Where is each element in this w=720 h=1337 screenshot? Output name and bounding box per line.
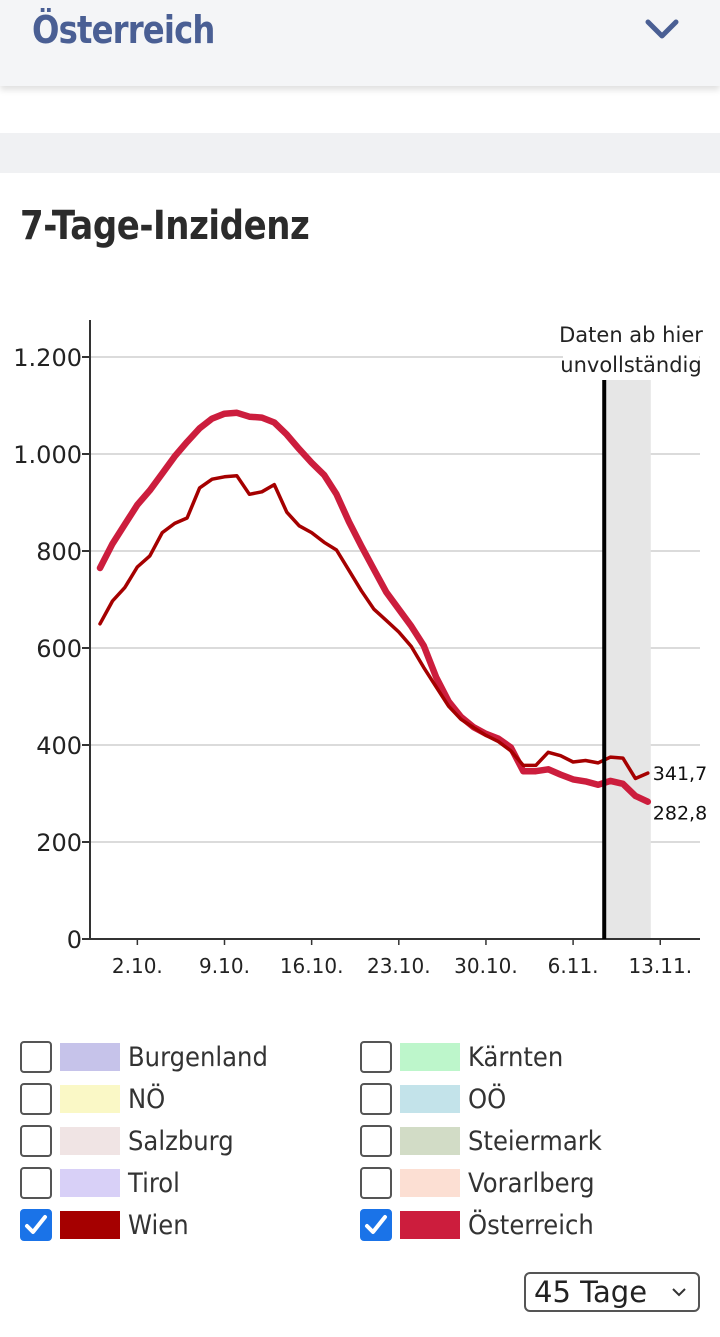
x-tick-label: 23.10. bbox=[367, 954, 431, 978]
annotation-line-2: unvollständig bbox=[560, 353, 701, 377]
legend-item-noe[interactable]: NÖ bbox=[20, 1078, 169, 1120]
chevron-down-icon bbox=[672, 1288, 686, 1297]
legend-label: NÖ bbox=[128, 1083, 166, 1115]
y-axis-labels: 0 200 400 600 800 1.000 1.200 bbox=[13, 344, 90, 954]
grid-lines bbox=[90, 356, 700, 843]
series-line-österreich bbox=[96, 409, 652, 805]
checkbox[interactable] bbox=[20, 1083, 52, 1115]
x-tick-label: 16.10. bbox=[280, 954, 344, 978]
checkbox[interactable] bbox=[20, 1209, 52, 1241]
legend-item-oesterreich[interactable]: Österreich bbox=[360, 1204, 608, 1246]
y-tick-label: 1.000 bbox=[13, 441, 82, 469]
color-swatch bbox=[60, 1169, 120, 1197]
chart-heading: 7-Tage-Inzidenz bbox=[20, 203, 310, 249]
x-tick-label: 2.10. bbox=[112, 954, 163, 978]
legend-item-vorarlberg[interactable]: Vorarlberg bbox=[360, 1162, 609, 1204]
checkbox[interactable] bbox=[20, 1125, 52, 1157]
legend-item-tirol[interactable]: Tirol bbox=[20, 1162, 186, 1204]
y-tick-label: 0 bbox=[67, 926, 82, 954]
checkbox[interactable] bbox=[360, 1041, 392, 1073]
region-title: Österreich bbox=[32, 8, 215, 52]
color-swatch bbox=[60, 1043, 120, 1071]
legend-label: Österreich bbox=[468, 1209, 594, 1241]
y-tick-label: 800 bbox=[36, 538, 82, 566]
legend-label: OÖ bbox=[468, 1083, 507, 1115]
annotation-box bbox=[563, 318, 699, 380]
incidence-chart: 0 200 400 600 800 1.000 1.200 2.10. 9.10. 16.10.… bbox=[13, 318, 707, 978]
checkbox[interactable] bbox=[360, 1083, 392, 1115]
checkbox[interactable] bbox=[20, 1167, 52, 1199]
chevron-down-icon[interactable] bbox=[642, 14, 682, 46]
checkbox[interactable] bbox=[20, 1041, 52, 1073]
annotation-line-1: Daten ab hier bbox=[559, 323, 703, 347]
checkbox[interactable] bbox=[360, 1167, 392, 1199]
legend-label: Vorarlberg bbox=[468, 1167, 595, 1199]
legend-item-wien[interactable]: Wien bbox=[20, 1204, 195, 1246]
checkmark-icon bbox=[365, 1215, 387, 1234]
color-swatch bbox=[400, 1127, 460, 1155]
checkbox[interactable] bbox=[360, 1209, 392, 1241]
legend-item-kaernten[interactable]: Kärnten bbox=[360, 1036, 574, 1078]
legend-item-ooe[interactable]: OÖ bbox=[360, 1078, 511, 1120]
y-tick-label: 200 bbox=[36, 829, 82, 857]
y-tick-label: 1.200 bbox=[13, 344, 82, 372]
legend-label: Tirol bbox=[128, 1167, 180, 1199]
time-range-select[interactable]: 45 Tage bbox=[524, 1272, 700, 1312]
x-tick-label: 30.10. bbox=[454, 954, 518, 978]
checkmark-icon bbox=[25, 1215, 47, 1234]
time-range-value: 45 Tage bbox=[534, 1275, 648, 1309]
x-axis-labels: 2.10. 9.10. 16.10. 23.10. 30.10. 6.11. 13.11. bbox=[112, 939, 692, 978]
legend-item-salzburg[interactable]: Salzburg bbox=[20, 1120, 245, 1162]
color-swatch bbox=[60, 1085, 120, 1113]
y-tick-label: 600 bbox=[36, 635, 82, 663]
legend-label: Wien bbox=[128, 1209, 189, 1241]
legend-label: Salzburg bbox=[128, 1125, 234, 1157]
x-tick-label: 13.11. bbox=[628, 954, 692, 978]
color-swatch bbox=[400, 1169, 460, 1197]
legend-label: Burgenland bbox=[128, 1041, 268, 1073]
region-selector[interactable]: Österreich bbox=[0, 0, 720, 86]
color-swatch bbox=[60, 1127, 120, 1155]
end-labels: 282,8 341,7 bbox=[653, 763, 707, 825]
x-tick-label: 9.10. bbox=[199, 954, 250, 978]
color-swatch bbox=[400, 1043, 460, 1071]
checkbox[interactable] bbox=[360, 1125, 392, 1157]
y-tick-label: 400 bbox=[36, 732, 82, 760]
color-swatch bbox=[60, 1211, 120, 1239]
legend-item-burgenland[interactable]: Burgenland bbox=[20, 1036, 283, 1078]
color-swatch bbox=[400, 1211, 460, 1239]
series-lines bbox=[96, 409, 652, 805]
color-swatch bbox=[400, 1085, 460, 1113]
section-divider bbox=[0, 133, 720, 173]
legend-label: Kärnten bbox=[468, 1041, 564, 1073]
series-line-wien bbox=[98, 474, 650, 781]
end-label-wien: 341,7 bbox=[653, 763, 707, 785]
incomplete-data-band bbox=[604, 380, 651, 939]
legend-label: Steiermark bbox=[468, 1125, 602, 1157]
x-tick-label: 6.11. bbox=[548, 954, 599, 978]
end-label-österreich: 282,8 bbox=[653, 803, 707, 825]
legend-item-steiermark[interactable]: Steiermark bbox=[360, 1120, 617, 1162]
